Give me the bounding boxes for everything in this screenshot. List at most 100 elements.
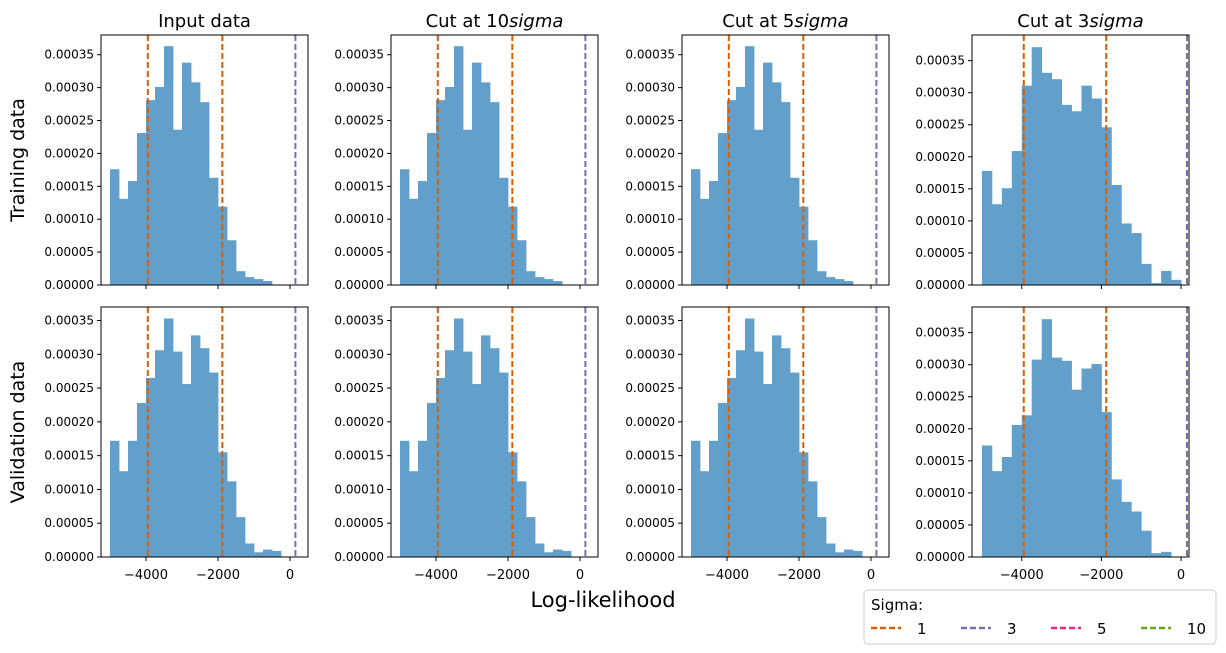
histogram-bar bbox=[128, 440, 138, 557]
histogram-bar bbox=[472, 384, 482, 557]
histogram-bar bbox=[119, 471, 129, 557]
histogram-bar bbox=[826, 277, 836, 285]
histogram-bar bbox=[553, 281, 563, 285]
y-tick-label: 0.00025 bbox=[334, 114, 384, 128]
histogram-bar bbox=[1071, 389, 1082, 557]
histogram-bar bbox=[1091, 364, 1102, 557]
histogram-bar bbox=[1121, 501, 1132, 557]
y-tick-label: 0.00015 bbox=[625, 449, 675, 463]
y-tick-label: 0.00010 bbox=[915, 214, 965, 228]
histogram-bar bbox=[1101, 412, 1112, 557]
histogram-bar bbox=[781, 102, 791, 286]
histogram-bar bbox=[544, 279, 554, 285]
histogram-bar bbox=[1111, 185, 1122, 285]
histogram-bar bbox=[853, 550, 863, 557]
x-tick-label: −2000 bbox=[196, 568, 240, 583]
histogram-bar bbox=[981, 445, 993, 557]
histogram-bar bbox=[1141, 263, 1152, 285]
histogram-bar bbox=[445, 86, 455, 285]
histogram-bar bbox=[799, 452, 809, 557]
y-tick-label: 0.00030 bbox=[44, 347, 94, 361]
axes-frame bbox=[390, 306, 599, 558]
histogram-panel: 0.00000 0.00005 0.00010 0.00015 0.00020 0.000… bbox=[334, 306, 599, 583]
histogram-bar bbox=[1061, 360, 1072, 557]
histogram-bar bbox=[817, 271, 827, 285]
histogram-bar bbox=[272, 550, 282, 557]
histogram-bar bbox=[763, 62, 773, 286]
histogram-panel: 0.00000 0.00005 0.00010 0.00015 0.00020 0.000… bbox=[625, 306, 890, 583]
y-tick-label: 0.00015 bbox=[915, 454, 965, 468]
legend-label: 3 bbox=[1007, 620, 1017, 638]
y-tick-label: 0.00025 bbox=[625, 381, 675, 395]
histogram-bar bbox=[200, 348, 210, 557]
x-tick-label: 0 bbox=[576, 568, 584, 583]
histogram-bar bbox=[544, 552, 554, 557]
histogram-bar bbox=[110, 169, 120, 285]
y-tick-label: 0.00030 bbox=[625, 347, 675, 361]
histogram-bar bbox=[1001, 188, 1013, 285]
x-axis-label: Log-likelihood bbox=[530, 588, 675, 612]
x-tick-label: −4000 bbox=[705, 568, 749, 583]
histogram-bar bbox=[1131, 233, 1142, 285]
histogram-bar bbox=[754, 351, 764, 557]
histogram-bar bbox=[227, 240, 237, 285]
histogram-bar bbox=[254, 552, 264, 557]
histogram-bar bbox=[844, 281, 854, 285]
x-tick-label: −4000 bbox=[414, 568, 458, 583]
histogram-bar bbox=[218, 452, 228, 557]
histogram-bar bbox=[835, 552, 845, 557]
x-tick-label: 0 bbox=[1177, 568, 1185, 583]
histogram-bar bbox=[164, 318, 174, 557]
x-tick-label: −2000 bbox=[1079, 568, 1123, 583]
y-tick-label: 0.00010 bbox=[334, 212, 384, 226]
histogram-bar bbox=[517, 481, 527, 557]
histogram-bar bbox=[209, 372, 219, 557]
x-tick-label: 0 bbox=[867, 568, 875, 583]
histogram-bar bbox=[991, 471, 1003, 557]
y-tick-label: 0.00035 bbox=[625, 48, 675, 62]
y-tick-label: 0.00020 bbox=[625, 146, 675, 160]
x-tick-label: −4000 bbox=[1000, 568, 1044, 583]
y-tick-label: 0.00035 bbox=[915, 54, 965, 68]
histogram-bar bbox=[400, 169, 410, 285]
y-tick-label: 0.00035 bbox=[334, 48, 384, 62]
histogram-bar bbox=[1161, 270, 1172, 285]
histogram-bar bbox=[736, 350, 746, 557]
histogram-panel: 0.00000 0.00005 0.00010 0.00015 0.00020 0.000… bbox=[915, 11, 1190, 292]
histogram-bar bbox=[727, 377, 737, 557]
y-tick-label: 0.00010 bbox=[915, 486, 965, 500]
y-tick-label: 0.00030 bbox=[334, 81, 384, 95]
y-tick-label: 0.00015 bbox=[334, 449, 384, 463]
histogram-bar bbox=[772, 335, 782, 557]
histogram-bar bbox=[808, 240, 818, 285]
y-tick-label: 0.00000 bbox=[915, 278, 965, 292]
legend-frame bbox=[863, 589, 1217, 645]
histogram-bar bbox=[1001, 457, 1013, 557]
histogram-bar bbox=[227, 481, 237, 557]
legend-label: 1 bbox=[917, 620, 927, 638]
panel-title: Cut at 5sigma bbox=[722, 11, 848, 32]
histogram-bar bbox=[1011, 151, 1023, 285]
histogram-bar bbox=[790, 372, 800, 557]
histogram-bar bbox=[1031, 47, 1043, 285]
axes-frame bbox=[100, 34, 309, 286]
histogram-bar bbox=[736, 86, 746, 285]
y-tick-label: 0.00035 bbox=[625, 314, 675, 328]
panel-title: Cut at 3sigma bbox=[1017, 11, 1143, 32]
legend-entries: 1 3 5 10 bbox=[871, 620, 1206, 638]
histogram-bar bbox=[263, 549, 273, 557]
y-tick-label: 0.00020 bbox=[44, 415, 94, 429]
histogram-bar bbox=[472, 62, 482, 286]
panel-title: Input data bbox=[158, 11, 251, 32]
histogram-bar bbox=[1071, 111, 1082, 286]
y-tick-label: 0.00030 bbox=[44, 81, 94, 95]
histogram-bar bbox=[1171, 279, 1182, 285]
histogram-bar bbox=[1151, 553, 1162, 557]
histogram-bar bbox=[182, 384, 192, 557]
histogram-bar bbox=[817, 517, 827, 557]
histogram-bar bbox=[1091, 98, 1102, 285]
y-tick-label: 0.00000 bbox=[44, 278, 94, 292]
legend-title: Sigma: bbox=[871, 596, 923, 614]
histogram-bar bbox=[763, 384, 773, 557]
